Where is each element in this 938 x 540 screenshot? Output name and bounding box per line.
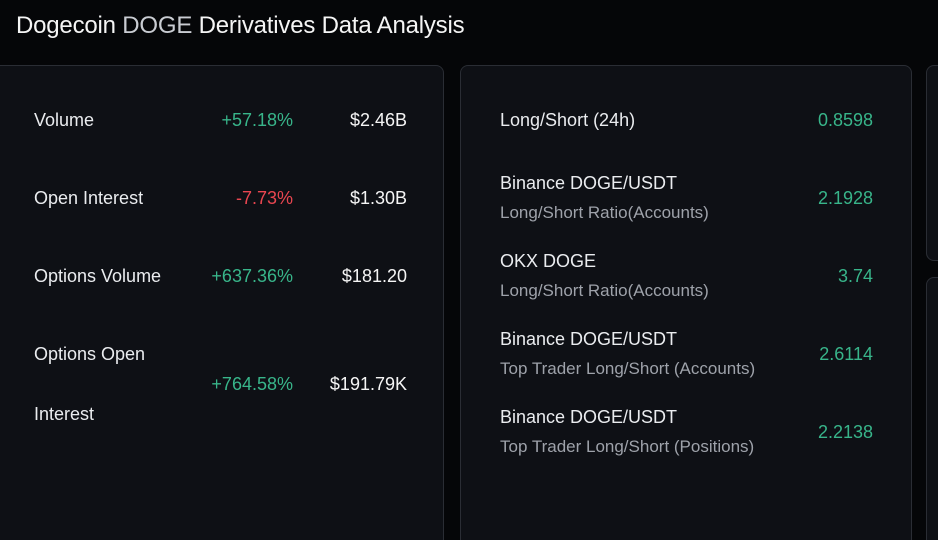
ratio-value: 3.74 — [837, 266, 873, 286]
metric-value: $181.20 — [341, 266, 407, 286]
ratio-subtitle: Long/Short Ratio(Accounts) — [500, 281, 709, 300]
page-title: Dogecoin DOGE Derivatives Data Analysis — [16, 12, 465, 40]
ratio-title: Binance DOGE/USDT — [500, 329, 678, 349]
ratio-subtitle: Top Trader Long/Short (Accounts) — [500, 359, 756, 378]
metric-change: +637.36% — [211, 266, 293, 286]
metric-value: $2.46B — [349, 110, 407, 130]
title-coin-name: Dogecoin — [16, 12, 116, 39]
metric-change: -7.73% — [235, 188, 293, 208]
ratio-title: Binance DOGE/USDT — [500, 407, 678, 427]
ratio-value: 2.6114 — [819, 344, 873, 364]
metric-change: +764.58% — [211, 374, 293, 394]
metric-change: +57.18% — [221, 110, 293, 130]
ratio-subtitle: Long/Short Ratio(Accounts) — [500, 203, 709, 222]
ratio-value: 2.2138 — [817, 422, 873, 442]
right-card-bottom — [926, 277, 938, 540]
overview-card: Volume +57.18% $2.46B Open Interest -7.7… — [0, 65, 444, 540]
metric-label: Open Interest — [34, 188, 144, 208]
metric-label: Volume — [34, 110, 95, 130]
right-card-top — [926, 65, 938, 261]
long-short-card: Long/Short (24h) 0.8598 Binance DOGE/USD… — [460, 65, 912, 540]
metric-label-line2: Interest — [34, 404, 95, 424]
title-coin-symbol: DOGE — [122, 12, 193, 39]
metric-value: $191.79K — [329, 374, 407, 394]
ratio-value: 0.8598 — [817, 110, 873, 130]
ratio-title: OKX DOGE — [500, 251, 597, 271]
ratio-subtitle: Top Trader Long/Short (Positions) — [500, 437, 755, 456]
metric-value: $1.30B — [349, 188, 407, 208]
ratio-title: Binance DOGE/USDT — [500, 173, 678, 193]
ratio-title: Long/Short (24h) — [500, 110, 636, 130]
metric-label: Options Open — [34, 344, 146, 364]
title-suffix: Derivatives Data Analysis — [198, 12, 465, 39]
metric-label: Options Volume — [34, 266, 162, 286]
ratio-value: 2.1928 — [817, 188, 873, 208]
